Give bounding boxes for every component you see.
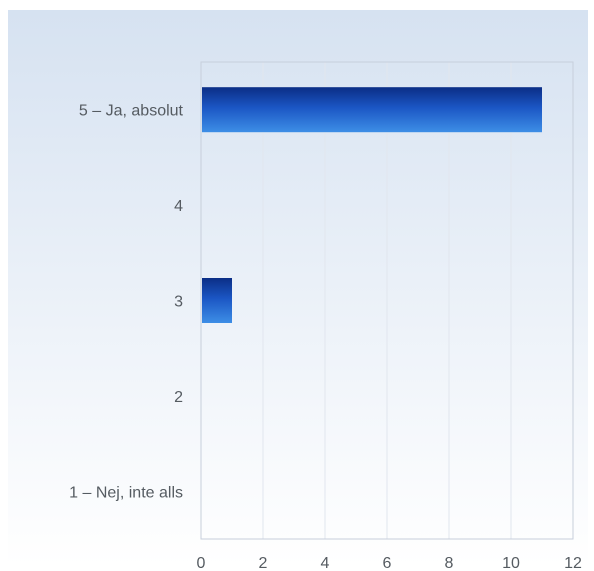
category-label: 5 – Ja, absolut	[79, 103, 184, 120]
plot-area	[200, 61, 574, 540]
category-labels: 5 – Ja, absolut 4 3 2 1 – Nej, inte alls	[69, 103, 183, 502]
category-label: 3	[174, 294, 183, 311]
bar	[202, 87, 542, 133]
category-label: 4	[174, 198, 183, 215]
x-tick-label: 0	[197, 555, 206, 571]
category-label: 1 – Nej, inte alls	[69, 484, 183, 501]
category-label: 2	[174, 389, 183, 406]
x-tick-label: 10	[502, 555, 520, 571]
x-tick-labels: 0 2 4 6 8 10 12	[197, 555, 582, 571]
bar	[202, 278, 232, 323]
x-tick-label: 2	[259, 555, 268, 571]
bars	[202, 87, 542, 323]
x-tick-label: 4	[321, 555, 330, 571]
x-tick-label: 12	[564, 555, 582, 571]
x-tick-label: 8	[445, 555, 454, 571]
grid-lines	[262, 62, 512, 539]
x-tick-label: 6	[383, 555, 392, 571]
